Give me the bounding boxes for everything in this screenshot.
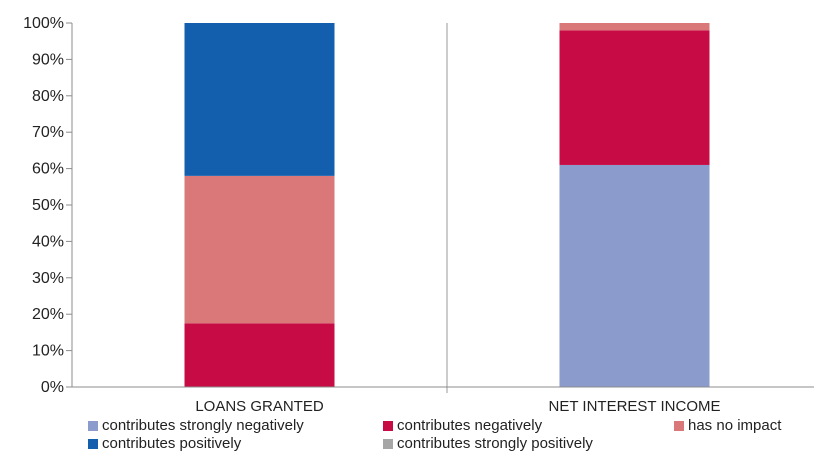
stacked-bar-chart: 0% 10% 20% 30% 40% 50% 60% 70% 80% 90% 100% LOANS … — [23, 15, 814, 415]
legend-item-positive: contributes positively — [88, 436, 241, 452]
y-tick-label: 30% — [32, 270, 64, 287]
legend-label: contributes strongly positively — [397, 435, 593, 452]
y-tick-label: 0% — [41, 379, 64, 396]
legend-item-no-impact: has no impact — [674, 418, 781, 434]
legend-swatch — [383, 421, 393, 431]
bar-segment — [184, 323, 335, 387]
legend-label: has no impact — [688, 418, 782, 434]
legend-swatch — [383, 439, 393, 449]
bar-segment — [184, 175, 335, 324]
legend-swatch — [88, 439, 98, 449]
y-tick-label: 90% — [32, 51, 64, 68]
chart-legend: contributes strongly negatively contribu… — [88, 418, 808, 452]
bar-segment — [559, 23, 710, 31]
y-tick-label: 10% — [32, 343, 64, 360]
chart-bars — [184, 23, 710, 387]
legend-item-strongly-negative: contributes strongly negatively — [88, 418, 304, 434]
y-tick-label: 20% — [32, 306, 64, 323]
bar-segment — [559, 30, 710, 165]
y-tick-label: 80% — [32, 88, 64, 105]
legend-label: contributes strongly negatively — [102, 418, 304, 434]
bar-segment — [184, 23, 335, 176]
legend-item-strongly-positive: contributes strongly positively — [383, 436, 593, 452]
legend-item-negative: contributes negatively — [383, 418, 542, 434]
y-tick-label: 60% — [32, 161, 64, 178]
legend-label: contributes negatively — [397, 418, 543, 434]
y-tick-label: 40% — [32, 233, 64, 250]
x-category-label: LOANS GRANTED — [195, 398, 324, 415]
legend-swatch — [88, 421, 98, 431]
legend-label: contributes positively — [102, 435, 242, 452]
x-category-label: NET INTEREST INCOME — [549, 398, 721, 415]
y-tick-label: 100% — [23, 15, 64, 32]
y-axis-ticks: 0% 10% 20% 30% 40% 50% 60% 70% 80% 90% 100% — [23, 15, 72, 396]
bar-segment — [559, 164, 710, 387]
y-tick-label: 50% — [32, 197, 64, 214]
y-tick-label: 70% — [32, 124, 64, 141]
x-axis-categories: LOANS GRANTED NET INTEREST INCOME — [195, 398, 720, 415]
legend-swatch — [674, 421, 684, 431]
